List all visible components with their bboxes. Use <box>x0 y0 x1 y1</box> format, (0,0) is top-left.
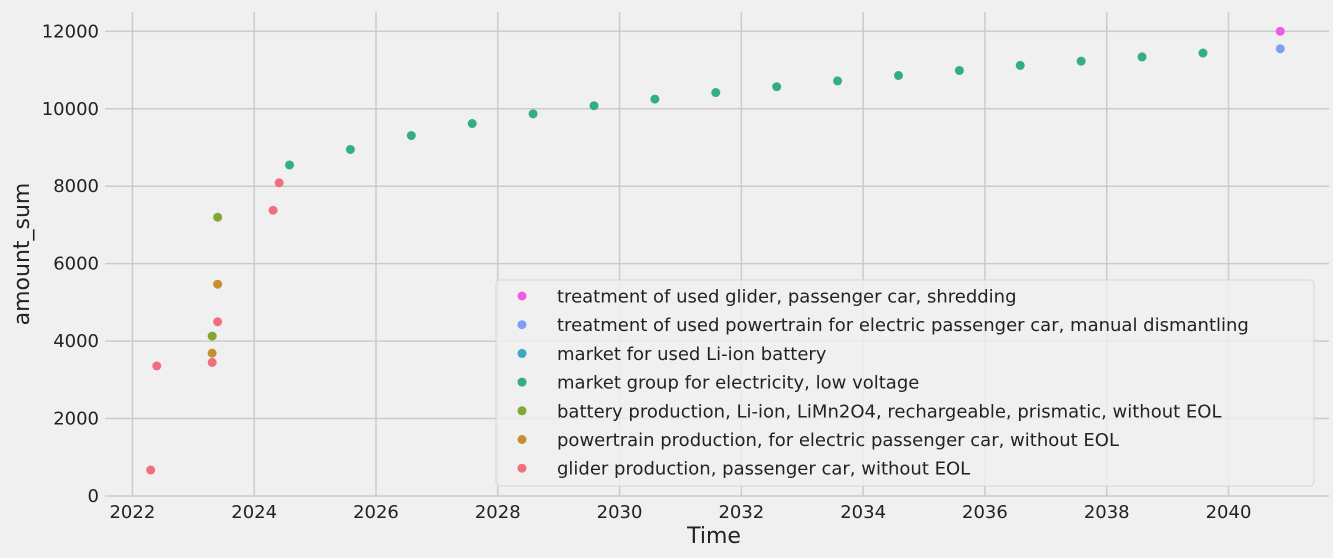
x-axis-title: Time <box>686 524 741 549</box>
legend-label: market for used Li-ion battery <box>557 344 827 365</box>
data-point <box>152 361 162 371</box>
data-point <box>1275 26 1285 36</box>
data-point <box>345 144 355 154</box>
legend-label: glider production, passenger car, withou… <box>557 459 970 480</box>
y-tick-label: 10000 <box>42 99 99 120</box>
x-tick-label: 2034 <box>840 502 886 523</box>
grid <box>105 12 1329 497</box>
legend-marker <box>517 291 527 301</box>
tick-labels: 2022 2024 2026 2028 2030 2032 2034 2036 2038 2040… <box>42 21 1252 523</box>
data-point <box>1137 52 1147 62</box>
data-point <box>146 465 156 475</box>
legend-label: market group for electricity, low voltag… <box>557 373 919 394</box>
x-tick-label: 2030 <box>597 502 643 523</box>
data-point <box>1015 60 1025 70</box>
x-tick-label: 2028 <box>475 502 521 523</box>
legend-marker <box>517 463 527 473</box>
data-point <box>772 82 782 92</box>
legend-marker <box>517 435 527 444</box>
data-point <box>213 279 223 289</box>
legend-frame <box>495 279 1315 487</box>
x-tick-label: 2032 <box>718 502 764 523</box>
x-tick-label: 2040 <box>1206 502 1252 523</box>
legend-label: battery production, Li-ion, LiMn2O4, rec… <box>557 401 1222 422</box>
y-tick-label: 0 <box>88 486 99 507</box>
data-point <box>268 205 278 215</box>
data-point <box>213 317 223 327</box>
data-point <box>406 131 416 141</box>
data-point <box>274 178 284 188</box>
x-tick-label: 2022 <box>109 502 155 523</box>
legend-marker <box>517 406 527 416</box>
y-tick-label: 6000 <box>53 254 99 275</box>
legend-marker <box>517 377 527 387</box>
data-point <box>528 109 538 119</box>
data-point <box>954 65 964 75</box>
y-tick-label: 12000 <box>42 21 99 42</box>
data-point <box>833 76 843 86</box>
y-tick-label: 4000 <box>53 331 99 352</box>
data-point <box>1076 56 1086 66</box>
legend-label: powertrain production, for electric pass… <box>557 430 1119 451</box>
data-point <box>285 160 295 170</box>
data-point <box>711 88 721 98</box>
data-points <box>146 26 1285 475</box>
x-tick-label: 2026 <box>353 502 399 523</box>
x-tick-label: 2038 <box>1084 502 1130 523</box>
data-point <box>467 119 477 129</box>
legend: treatment of used glider, passenger car,… <box>495 279 1315 487</box>
y-axis-title: amount_sum <box>10 183 35 326</box>
data-point <box>589 101 599 111</box>
y-tick-label: 8000 <box>53 176 99 197</box>
x-tick-label: 2036 <box>962 502 1008 523</box>
legend-marker <box>517 320 527 330</box>
data-point <box>650 94 660 104</box>
data-point <box>207 348 217 358</box>
data-point <box>1198 48 1208 58</box>
data-point <box>207 331 217 341</box>
x-tick-label: 2024 <box>231 502 277 523</box>
data-point <box>207 357 217 367</box>
data-point <box>893 71 903 81</box>
data-point <box>213 212 223 222</box>
legend-label: treatment of used glider, passenger car,… <box>557 287 1017 308</box>
y-tick-label: 2000 <box>53 409 99 430</box>
legend-label: treatment of used powertrain for electri… <box>557 315 1249 336</box>
data-point <box>1275 44 1285 54</box>
legend-marker <box>517 348 527 358</box>
